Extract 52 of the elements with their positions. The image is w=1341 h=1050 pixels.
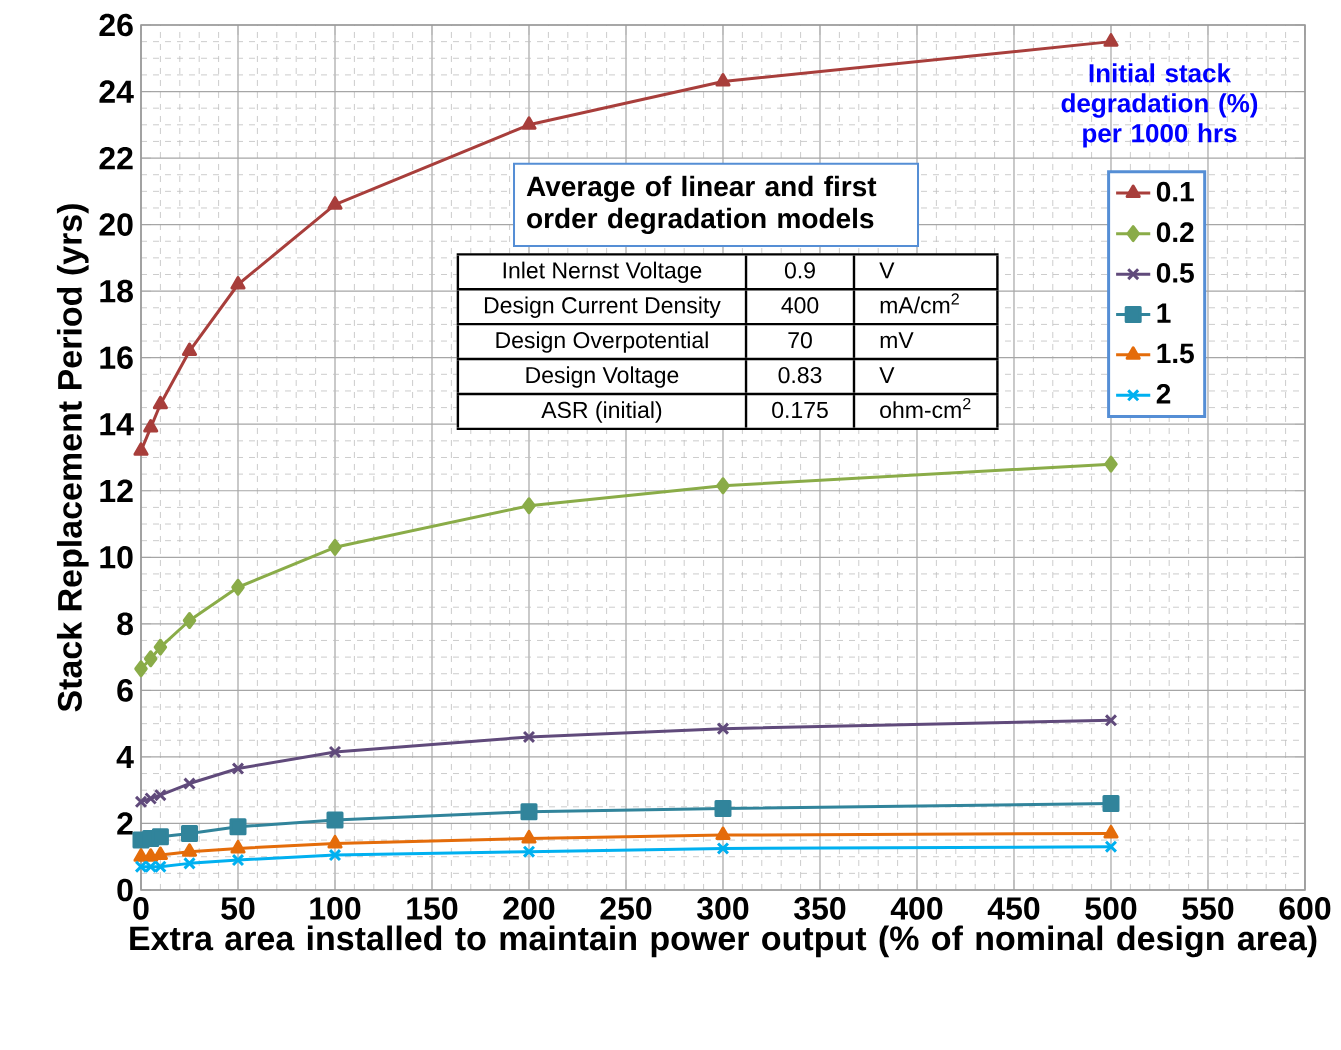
legend-label: 0.5 [1156,262,1194,283]
legend-label: 1 [1157,303,1171,323]
y-tick-label: 18 [100,279,133,303]
annotation: 0.9 [784,262,815,279]
x-tick-label: 350 [794,897,846,920]
x-tick-label: 500 [1085,897,1137,920]
y-tick-label: 4 [116,745,134,768]
y-tick-label: 0 [117,878,133,902]
y-tick-label: 10 [100,545,133,569]
y-tick-label: 16 [100,346,133,370]
x-tick-label: 150 [407,897,458,920]
legend-label: 0.1 [1156,181,1194,202]
x-tick-label: 0 [133,897,149,920]
annotation: mA/cm$^{2}$ [880,293,959,314]
y-tick-label: 14 [100,413,134,436]
legend-label: 1.5 [1157,343,1194,364]
x-axis-title: Extra area installed to maintain power output (% of nominal design area) [130,925,1317,958]
annotation: mV [880,332,914,349]
legend-label: 2 [1156,383,1171,404]
annotation: ASR (initial) [541,401,662,423]
x-tick-label: 50 [221,897,255,920]
annotation: Design Overpotential [496,331,708,353]
x-tick-label: 300 [697,897,749,920]
x-tick-label: 450 [987,897,1040,920]
x-tick-label: 100 [310,897,361,920]
y-tick-label: 24 [99,80,134,103]
x-tick-label: 600 [1279,897,1331,920]
y-tick-label: 12 [100,479,133,502]
x-tick-label: 550 [1182,897,1234,920]
x-tick-label: 200 [503,897,555,920]
annotation: Average of linear and first order degradation models [526,175,877,235]
y-axis-title: Stack Replacement Period (yrs) [56,204,89,712]
annotation: V [879,262,895,279]
y-tick-label: 2 [117,812,133,835]
y-tick-label: 22 [99,146,133,170]
annotation: 0.175 [772,401,828,419]
legend-title: Initial stack degradation (%) per 1000 hrs [1061,63,1258,148]
annotation: ohm-cm$^{2}$ [880,397,971,419]
annotation: 0.83 [778,366,822,384]
y-tick-label: 26 [99,13,133,37]
x-tick-label: 250 [600,897,652,920]
annotation: V [879,367,895,383]
annotation: Inlet Nernst Voltage [503,261,702,284]
annotation: 70 [788,332,812,349]
legend-label: 0.2 [1156,222,1194,243]
y-tick-label: 8 [117,612,133,636]
y-tick-label: 6 [117,679,133,702]
y-tick-label: 20 [99,213,133,236]
annotation: 400 [781,297,819,314]
annotation: Design Voltage [526,366,679,388]
x-tick-label: 400 [890,897,943,920]
annotation: Design Current Density [484,296,721,318]
